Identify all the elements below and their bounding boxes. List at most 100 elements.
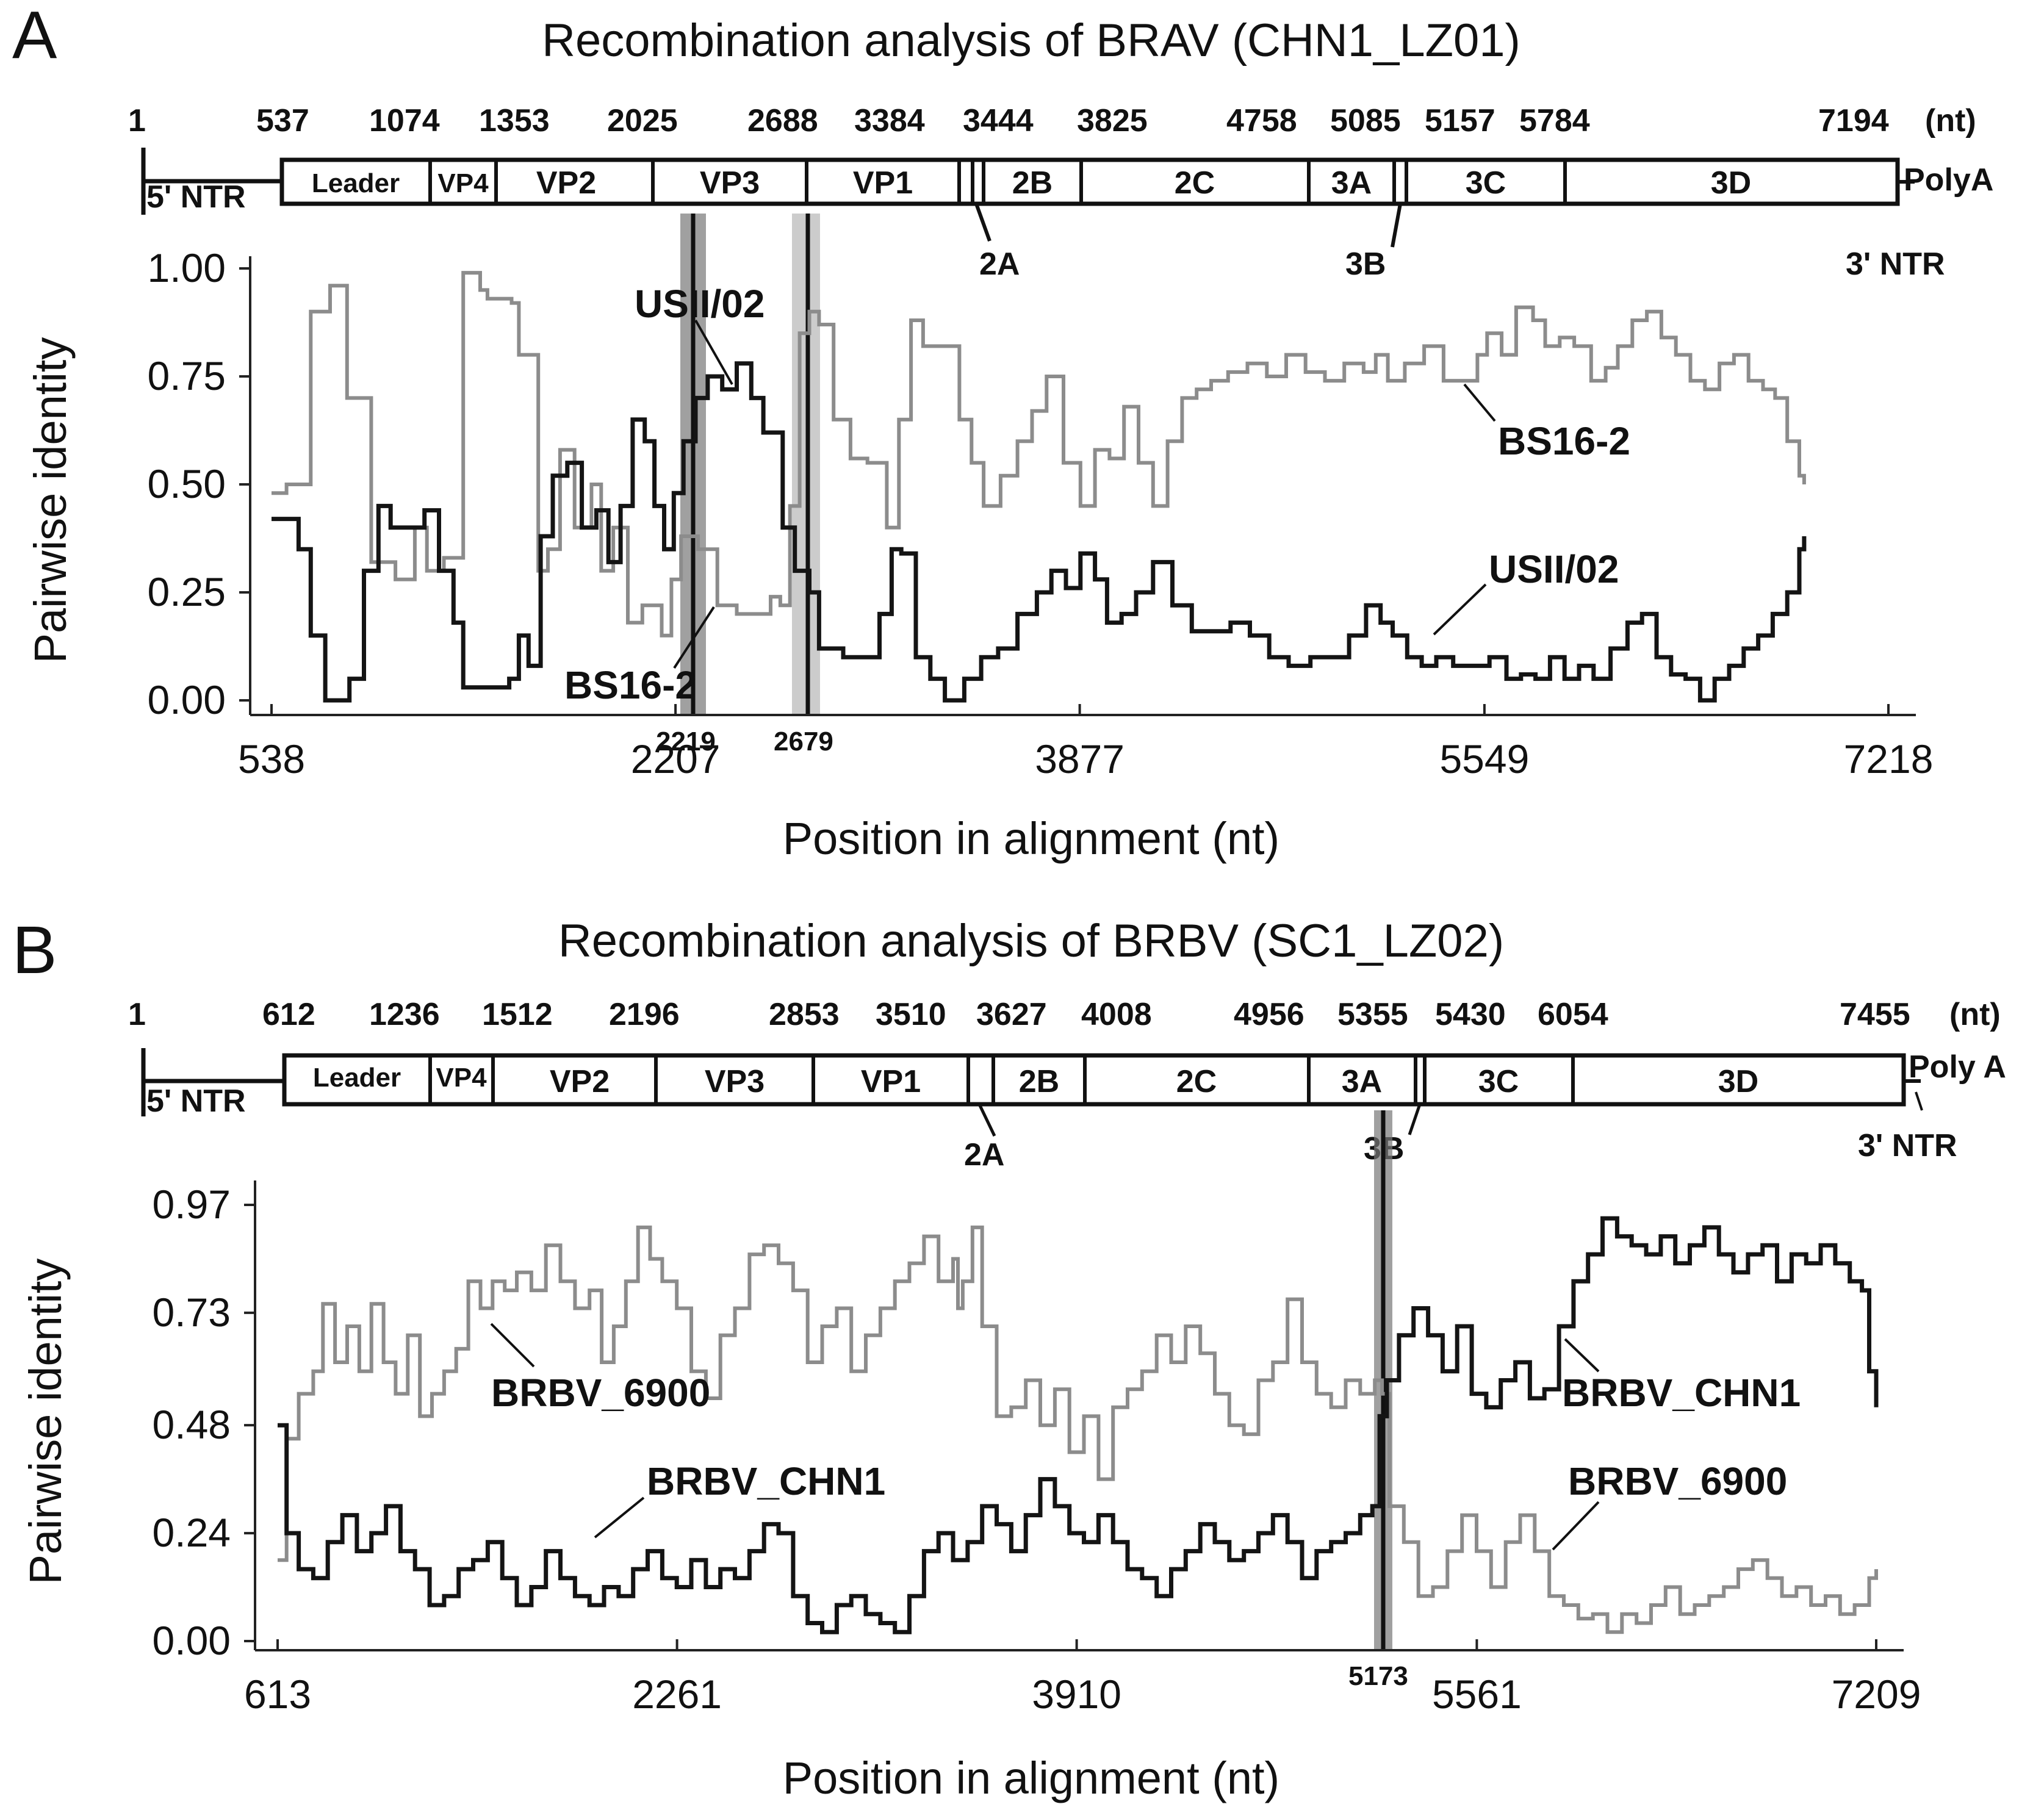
gene-label-2b: 2B <box>1012 165 1053 201</box>
panel-label-a: A <box>12 0 57 73</box>
panel-label-b: B <box>12 913 57 988</box>
five-ntr-label-a: 5' NTR <box>146 179 246 215</box>
x-tick-label: 538 <box>238 736 305 781</box>
y-axis-label-b: Pairwise identity <box>20 1259 71 1585</box>
polya-label-a: PolyA <box>1904 162 1993 198</box>
three-ntr-pointer-b <box>1915 1091 1923 1111</box>
x-tick-label: 613 <box>244 1672 311 1717</box>
genome-position: 612 <box>262 997 315 1032</box>
gene-label-vp4: VP4 <box>437 168 489 198</box>
y-tick-label: 0.48 <box>153 1402 231 1447</box>
genome-position: 537 <box>256 103 309 138</box>
gene-label-vp2: VP2 <box>536 165 596 201</box>
gene-label-vp1: VP1 <box>861 1064 921 1099</box>
genome-position: 6054 <box>1538 997 1608 1032</box>
genome-position: 1353 <box>479 103 550 138</box>
genome-position: 1512 <box>482 997 553 1032</box>
genome-positions-a: 1 537 1074 1353 2025 2688 3384 3444 3825… <box>128 103 1976 138</box>
chart-title-a: Recombination analysis of BRAV (CHN1_LZ0… <box>542 15 1520 66</box>
genome-unit-label: (nt) <box>1949 997 2001 1032</box>
genome-position: 4008 <box>1081 997 1152 1032</box>
genome-position: 2688 <box>747 103 818 138</box>
label-2a-pointer <box>974 203 991 242</box>
genome-map-b: Leader VP4 VP2 VP3 VP1 2B 2C 3A 3C 3D 5'… <box>128 997 2006 1173</box>
x-axis-label-a: Position in alignment (nt) <box>783 813 1279 864</box>
gene-label-vp2: VP2 <box>550 1064 610 1099</box>
x-axis-label-b: Position in alignment (nt) <box>783 1753 1279 1803</box>
genome-position: 4956 <box>1234 997 1304 1032</box>
gene-label-vp3: VP3 <box>700 165 760 201</box>
panel-a: A Recombination analysis of BRAV (CHN1_L… <box>12 0 1993 864</box>
x-tick-label: 5549 <box>1439 736 1529 781</box>
annotation-usii02-upper: USII/02 <box>635 282 765 326</box>
series-line-brbv-6900 <box>278 1225 1878 1634</box>
label-3b-pointer <box>1408 1104 1422 1135</box>
series-group-a <box>272 271 1807 703</box>
panel-b: B Recombination analysis of BRBV (SC1_LZ… <box>12 913 2006 1803</box>
gene-label-3c: 3C <box>1466 165 1506 201</box>
genome-position: 3510 <box>876 997 946 1032</box>
gene-labels-a: Leader VP4 VP2 VP3 VP1 2B 2C 3A 3C 3D <box>312 165 1751 201</box>
series-line-bs16-2 <box>272 271 1806 638</box>
annotation-bs16-2-right: BS16-2 <box>1498 419 1630 463</box>
genome-position: 5355 <box>1337 997 1408 1032</box>
small-label-2a-b: 2A <box>964 1137 1004 1173</box>
gene-dividers-b <box>428 1055 1575 1104</box>
five-ntr-label-b: 5' NTR <box>146 1083 246 1119</box>
gene-label-vp4: VP4 <box>436 1063 487 1093</box>
y-tick-label: 0.73 <box>153 1290 231 1335</box>
x-tick-label: 5561 <box>1432 1672 1522 1717</box>
y-tick-label: 0.50 <box>148 461 226 506</box>
y-tick-label: 0.00 <box>148 677 226 722</box>
genome-position: 7194 <box>1818 103 1889 138</box>
plot-area-b: 613 2261 3910 5561 72090.000.240.480.730.97 … <box>20 1110 1921 1803</box>
annotation-pointer <box>1552 1501 1600 1551</box>
genome-position: 5157 <box>1425 103 1495 138</box>
annotation-pointer <box>694 320 733 385</box>
breakpoint-label: 2679 <box>774 727 833 756</box>
annotation-pointer <box>1463 383 1496 422</box>
annotation-pointer <box>1564 1338 1600 1373</box>
genome-position: 4758 <box>1226 103 1297 138</box>
x-tick-label: 7209 <box>1832 1672 1921 1717</box>
gene-label-3c: 3C <box>1478 1064 1519 1099</box>
x-tick-label: 2261 <box>632 1672 722 1717</box>
genome-position-start: 1 <box>128 997 146 1032</box>
gene-labels-b: Leader VP4 VP2 VP3 VP1 2B 2C 3A 3C 3D <box>313 1063 1758 1099</box>
annotation-pointer <box>1433 583 1487 636</box>
genome-position-start: 1 <box>128 103 146 138</box>
y-tick-label: 0.25 <box>148 569 226 614</box>
gene-label-3a: 3A <box>1331 165 1372 201</box>
y-tick-label: 0.00 <box>153 1618 231 1663</box>
genome-map-a: Leader VP4 VP2 VP3 VP1 2B 2C 3A 3C 3D 5'… <box>128 103 1993 282</box>
genome-position: 3825 <box>1077 103 1148 138</box>
gene-label-2c: 2C <box>1176 1064 1217 1099</box>
breakpoint-markers-a <box>680 214 820 715</box>
y-tick-label: 0.75 <box>148 353 226 398</box>
x-tick-label: 2207 <box>631 736 721 781</box>
ticks-b: 613 2261 3910 5561 7209 0.00 0.24 0.48 0.73 0.97 <box>153 1182 1921 1717</box>
breakpoint-label: 5173 <box>1348 1661 1408 1691</box>
annotation-pointer <box>594 1496 645 1539</box>
gene-label-2b: 2B <box>1019 1064 1059 1099</box>
gene-dividers-a <box>428 160 1567 204</box>
genome-positions-b: 1 612 1236 1512 2196 2853 3510 3627 4008… <box>128 997 2001 1032</box>
annotation-brbv6900-right: BRBV_6900 <box>1568 1459 1787 1503</box>
gene-label-vp3: VP3 <box>705 1064 765 1099</box>
genome-position: 3384 <box>854 103 925 138</box>
annotation-brbvchn1-right: BRBV_CHN1 <box>1562 1371 1801 1415</box>
annotation-usii02-right: USII/02 <box>1489 547 1619 591</box>
three-ntr-label-b: 3' NTR <box>1858 1128 1957 1163</box>
label-3b-pointer <box>1391 203 1402 248</box>
chart-title-b: Recombination analysis of BRBV (SC1_LZ02… <box>558 915 1504 967</box>
gene-label-3a: 3A <box>1342 1064 1382 1099</box>
genome-position: 7455 <box>1840 997 1910 1032</box>
x-tick-label: 7218 <box>1844 736 1934 781</box>
genome-position: 2853 <box>769 997 840 1032</box>
series-line-usii-02 <box>272 361 1807 703</box>
x-tick-label: 3910 <box>1032 1672 1121 1717</box>
genome-position: 5430 <box>1435 997 1506 1032</box>
series-annotations-b: BRBV_6900 BRBV_CHN1 BRBV_CHN1 BRBV_6900 <box>490 1323 1801 1551</box>
gene-label-2c: 2C <box>1175 165 1215 201</box>
